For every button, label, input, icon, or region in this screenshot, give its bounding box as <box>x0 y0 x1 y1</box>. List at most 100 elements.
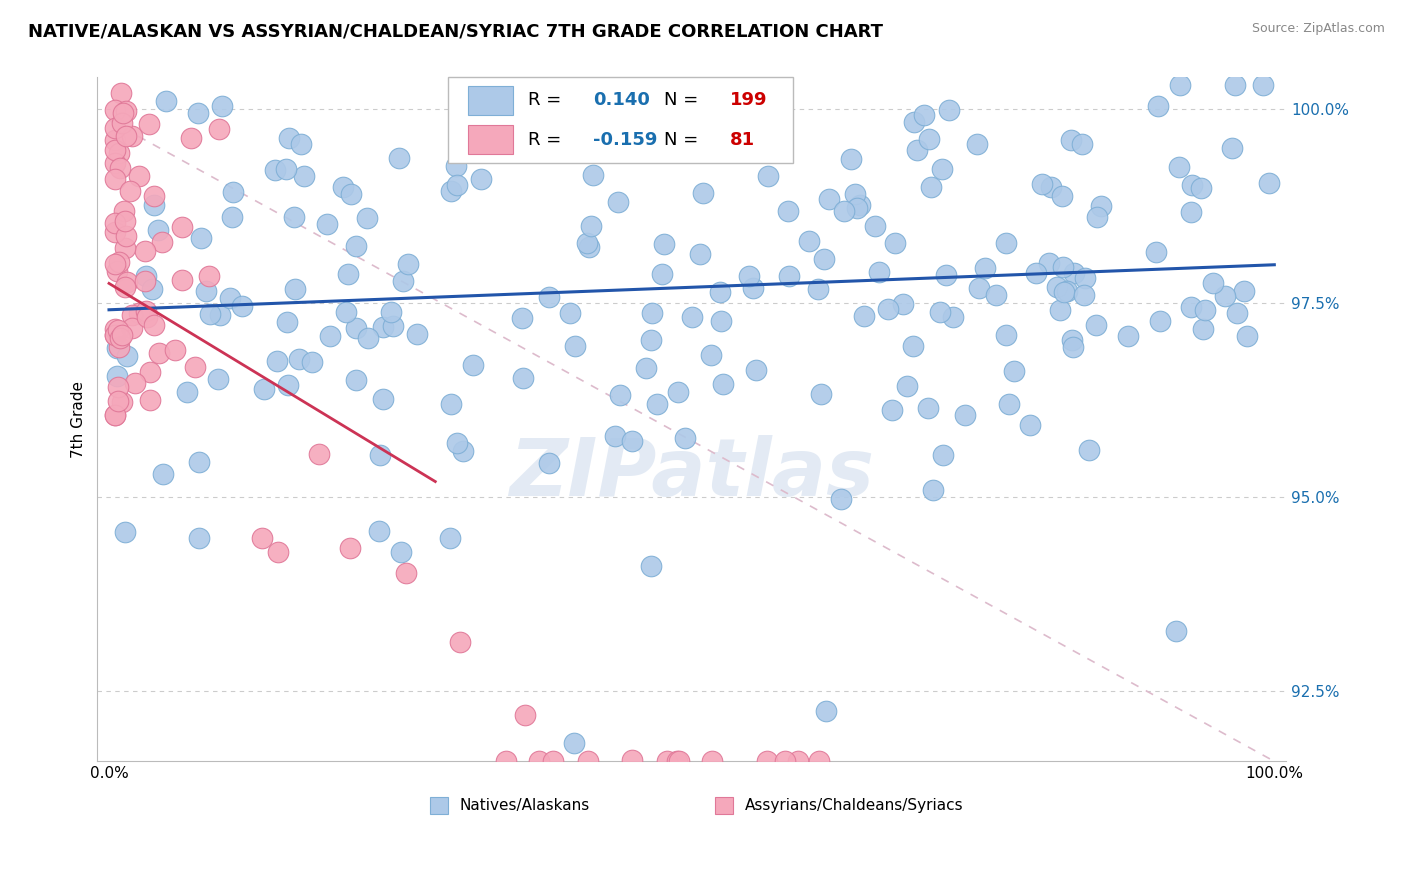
Point <box>283 210 305 224</box>
Point <box>744 363 766 377</box>
Point <box>1062 333 1084 347</box>
Point <box>274 162 297 177</box>
Point <box>208 121 231 136</box>
Point <box>1087 210 1109 224</box>
Point <box>451 443 474 458</box>
Point <box>1180 178 1202 192</box>
Point <box>741 280 763 294</box>
Point <box>368 448 391 462</box>
Point <box>319 329 342 343</box>
Point <box>581 219 603 234</box>
Point <box>446 436 468 450</box>
Point <box>922 483 945 497</box>
Point <box>396 257 419 271</box>
Point <box>104 103 127 117</box>
Point <box>290 137 312 152</box>
Point <box>973 261 995 276</box>
Point <box>995 328 1018 343</box>
Text: -0.159: -0.159 <box>593 130 658 149</box>
Point <box>541 755 564 769</box>
Point <box>711 376 734 391</box>
Point <box>148 346 170 360</box>
Point <box>176 384 198 399</box>
Point <box>128 306 150 320</box>
Point <box>744 78 766 93</box>
Point <box>121 320 143 334</box>
Point <box>931 162 953 177</box>
Point <box>337 267 360 281</box>
Point <box>512 310 534 325</box>
Point <box>778 203 800 218</box>
Point <box>107 323 129 337</box>
Point <box>808 755 831 769</box>
Point <box>907 143 929 157</box>
Point <box>108 255 131 269</box>
Point <box>112 106 135 120</box>
Point <box>537 290 560 304</box>
Point <box>966 137 988 152</box>
Bar <box>468 86 513 115</box>
Point <box>700 78 723 93</box>
Point <box>689 247 711 261</box>
Point <box>117 349 139 363</box>
Point <box>115 229 138 244</box>
Point <box>645 397 668 411</box>
Point <box>818 192 841 206</box>
Point <box>1192 321 1215 335</box>
Point <box>702 755 724 769</box>
Point <box>581 168 603 182</box>
Point <box>344 373 367 387</box>
Point <box>1060 133 1083 147</box>
Point <box>1168 160 1191 174</box>
Point <box>651 268 673 282</box>
Point <box>138 117 160 131</box>
Point <box>218 291 240 305</box>
Point <box>104 216 127 230</box>
Point <box>115 275 138 289</box>
Point <box>107 379 129 393</box>
Point <box>142 318 165 333</box>
Point <box>190 230 212 244</box>
Point <box>564 339 586 353</box>
Point <box>1149 314 1171 328</box>
Point <box>938 103 960 117</box>
Point <box>134 274 156 288</box>
Point <box>564 735 586 749</box>
Point <box>1049 303 1071 318</box>
Point <box>104 409 127 423</box>
Point <box>1031 178 1053 192</box>
Point <box>301 355 323 369</box>
Point <box>356 211 378 225</box>
Text: Source: ZipAtlas.com: Source: ZipAtlas.com <box>1251 22 1385 36</box>
Point <box>155 94 177 108</box>
Point <box>1019 418 1042 433</box>
Point <box>163 343 186 357</box>
Point <box>470 172 492 186</box>
Point <box>1118 329 1140 343</box>
Point <box>484 117 506 131</box>
Point <box>288 351 311 366</box>
Point <box>984 288 1007 302</box>
Point <box>995 235 1018 250</box>
Text: 0.140: 0.140 <box>593 91 650 110</box>
Point <box>1257 176 1279 190</box>
Point <box>135 268 157 283</box>
Point <box>621 753 644 767</box>
Point <box>558 306 581 320</box>
Point <box>439 531 461 545</box>
Point <box>104 225 127 239</box>
Point <box>104 408 127 422</box>
Point <box>609 388 631 402</box>
Point <box>876 301 898 316</box>
Bar <box>468 125 513 154</box>
Point <box>807 281 830 295</box>
Point <box>868 265 890 279</box>
Point <box>110 87 132 101</box>
Point <box>231 299 253 313</box>
Point <box>839 152 862 166</box>
Point <box>104 328 127 343</box>
Point <box>211 99 233 113</box>
Point <box>332 180 354 194</box>
Point <box>1002 364 1025 378</box>
Point <box>389 545 412 559</box>
